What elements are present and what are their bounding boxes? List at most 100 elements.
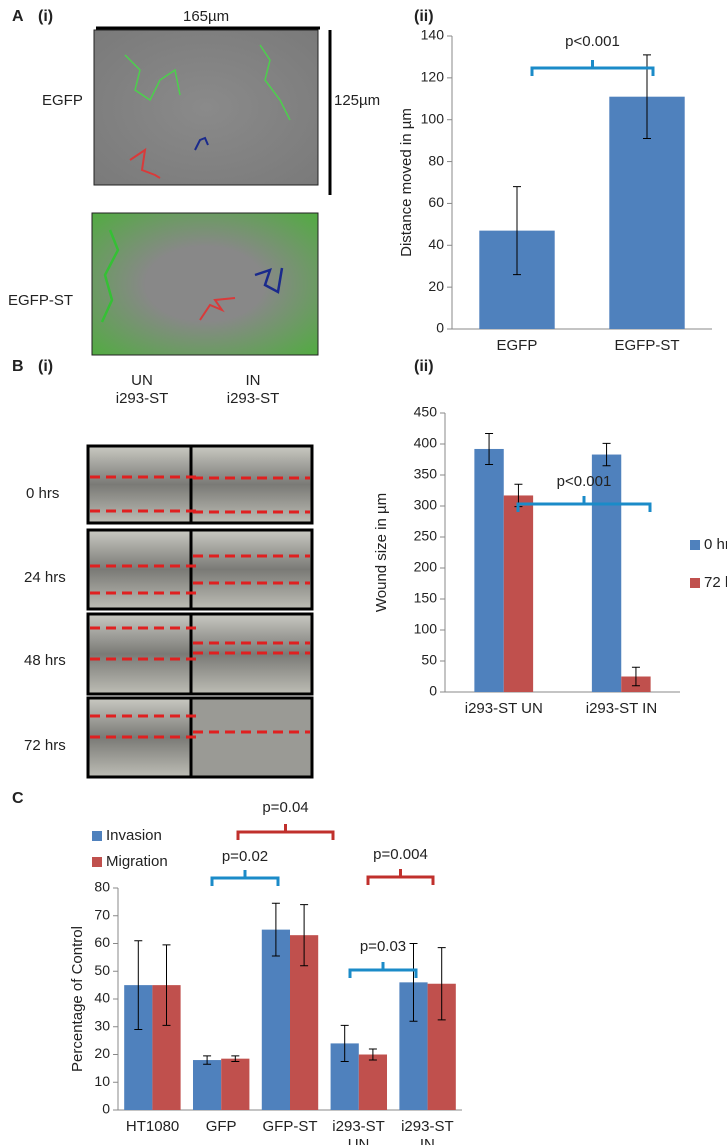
scale-bar-label: 165µm [183, 8, 230, 25]
y-tick-label: 80 [94, 879, 110, 895]
legend-swatch [92, 831, 102, 841]
column-label: IN i293-ST [226, 372, 280, 407]
y-tick-label: 140 [421, 27, 445, 43]
row-label: 72 hrs [24, 737, 66, 754]
bar [221, 1058, 250, 1110]
row-label: EGFP [42, 92, 83, 109]
x-tick-label: HT1080 [125, 1118, 180, 1135]
legend-label: Invasion [106, 827, 162, 844]
annotation: p=0.04 [262, 799, 308, 816]
y-axis-title: Percentage of Control [69, 926, 86, 1072]
error-bar [271, 902, 280, 957]
y-tick-label: 200 [414, 559, 438, 575]
y-tick-label: 450 [414, 404, 438, 420]
y-tick-label: 20 [428, 278, 444, 294]
error-bar [485, 432, 494, 465]
annotation: p<0.001 [557, 473, 612, 490]
panel-label: A [12, 8, 24, 25]
error-bar [409, 943, 418, 1022]
bar [261, 929, 290, 1110]
error-bar [231, 1055, 240, 1062]
significance-bracket [516, 496, 652, 512]
significance-bracket [366, 869, 435, 885]
error-bar [300, 904, 309, 967]
bar [474, 448, 504, 692]
x-tick-label: EGFP-ST [614, 337, 680, 354]
x-tick-label: GFP [205, 1118, 237, 1135]
y-tick-label: 60 [94, 934, 110, 950]
bar [192, 1060, 222, 1110]
legend-swatch [690, 540, 700, 550]
row-label: 0 hrs [26, 485, 60, 502]
panel-label: (i) [38, 8, 54, 25]
x-tick-label: i293-ST IN [401, 1118, 454, 1145]
panel-label: (i) [38, 358, 54, 375]
y-axis-title: Distance moved in µm [398, 108, 415, 257]
y-tick-label: 250 [414, 528, 438, 544]
legend-label: 72 hr [704, 574, 727, 591]
bar [358, 1054, 388, 1110]
y-tick-label: 80 [428, 152, 444, 168]
error-bar [340, 1024, 349, 1062]
significance-bracket [236, 824, 335, 840]
error-bar [602, 442, 611, 467]
microscopy-images [91, 26, 332, 356]
annotation: p=0.03 [360, 938, 406, 955]
bar [591, 454, 622, 692]
y-tick-label: 50 [421, 652, 437, 668]
scale-bar-label: 125µm [334, 92, 381, 109]
y-tick-label: 40 [428, 236, 444, 252]
error-bar [437, 947, 446, 1021]
x-tick-label: GFP-ST [262, 1118, 318, 1135]
row-label: 24 hrs [24, 569, 66, 586]
significance-bracket [530, 60, 655, 76]
y-tick-label: 400 [414, 435, 438, 451]
y-tick-label: 10 [94, 1073, 110, 1089]
annotation: p=0.02 [222, 848, 268, 865]
x-tick-label: EGFP [496, 337, 538, 354]
y-tick-label: 70 [94, 906, 110, 922]
y-tick-label: 0 [436, 320, 444, 336]
legend-swatch [690, 578, 700, 588]
y-tick-label: 300 [414, 497, 438, 513]
panel-label: (ii) [414, 358, 434, 375]
x-tick-label: i293-ST UN [464, 700, 543, 717]
y-tick-label: 0 [102, 1101, 110, 1117]
bar [503, 495, 534, 692]
error-bar [513, 186, 521, 276]
y-tick-label: 0 [429, 683, 437, 699]
row-label: 48 hrs [24, 652, 66, 669]
column-label: UN i293-ST [115, 372, 169, 407]
y-axis-title: Wound size in µm [373, 493, 390, 612]
legend-label: Migration [106, 853, 168, 870]
x-tick-label: i293-ST UN [332, 1118, 385, 1145]
annotation: p<0.001 [565, 33, 620, 50]
legend-label: 0 hr [704, 536, 727, 553]
panel-label: (ii) [414, 8, 434, 25]
y-tick-label: 50 [94, 962, 110, 978]
significance-bracket [210, 870, 280, 886]
error-bar [134, 940, 143, 1031]
panel-label: B [12, 358, 24, 375]
error-bar [162, 944, 171, 1026]
y-tick-label: 20 [94, 1045, 110, 1061]
y-tick-label: 150 [414, 590, 438, 606]
y-tick-label: 60 [428, 194, 444, 210]
y-tick-label: 30 [94, 1017, 110, 1033]
error-bar [203, 1055, 212, 1065]
legend-swatch [92, 857, 102, 867]
error-bar [368, 1048, 377, 1061]
panel-label: C [12, 790, 24, 807]
x-tick-label: i293-ST IN [585, 700, 658, 717]
y-tick-label: 100 [414, 621, 438, 637]
significance-bracket [348, 962, 418, 978]
y-tick-label: 120 [421, 69, 445, 85]
y-tick-label: 40 [94, 990, 110, 1006]
y-tick-label: 350 [414, 466, 438, 482]
row-label: EGFP-ST [8, 292, 74, 309]
wound-images [86, 444, 314, 779]
error-bar [631, 666, 640, 687]
y-tick-label: 100 [421, 110, 445, 126]
